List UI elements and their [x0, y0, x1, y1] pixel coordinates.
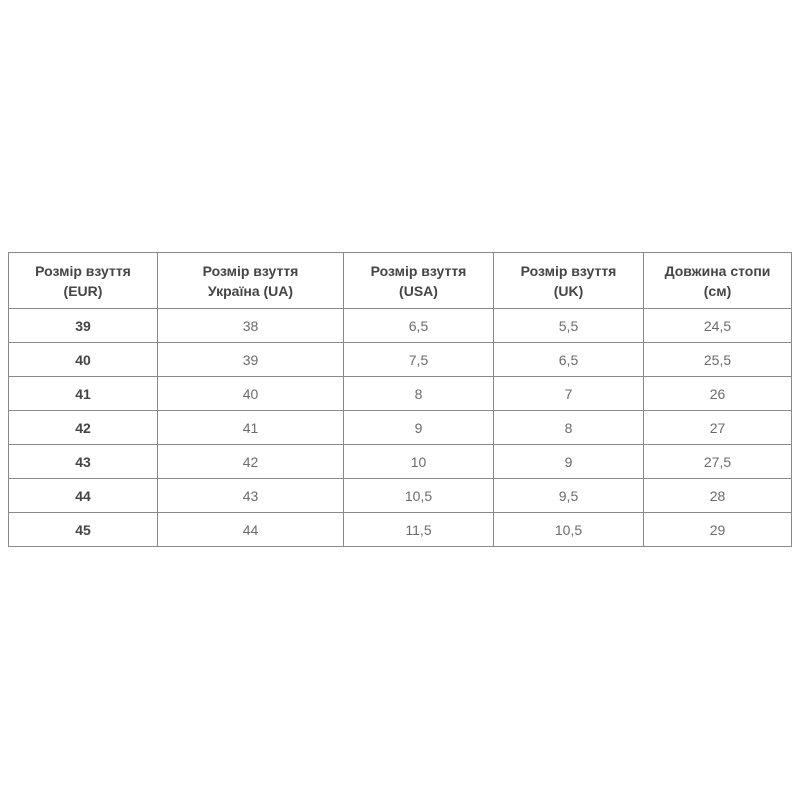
shoe-size-conversion-table: Розмір взуття (EUR) Розмір взуття Україн…	[8, 252, 792, 547]
header-foot-length-line1: Довжина стопи	[664, 262, 771, 279]
cell-foot-length: 27,5	[643, 444, 792, 479]
cell-eur: 39	[8, 308, 158, 343]
cell-usa: 10	[343, 444, 494, 479]
cell-uk: 10,5	[493, 512, 644, 547]
header-uk-line2: (UK)	[553, 282, 584, 299]
header-eur-line1: Розмір взуття	[35, 262, 131, 279]
cell-foot-length: 29	[643, 512, 792, 547]
cell-uk: 9,5	[493, 478, 644, 513]
cell-eur: 40	[8, 342, 158, 377]
cell-ua: 39	[157, 342, 344, 377]
header-usa-line2: (USA)	[399, 282, 438, 299]
cell-foot-length: 24,5	[643, 308, 792, 343]
cell-usa: 9	[343, 410, 494, 445]
header-eur-line2: (EUR)	[63, 282, 103, 299]
cell-eur: 43	[8, 444, 158, 479]
shoe-size-table-container: Розмір взуття (EUR) Розмір взуття Україн…	[8, 252, 792, 547]
header-usa: Розмір взуття (USA)	[343, 252, 494, 309]
header-ua-line2: Україна (UA)	[207, 282, 294, 299]
table-row: 40 39 7,5 6,5 25,5	[8, 342, 792, 377]
cell-ua: 44	[157, 512, 344, 547]
cell-foot-length: 28	[643, 478, 792, 513]
header-row: Розмір взуття (EUR) Розмір взуття Україн…	[8, 252, 792, 309]
cell-uk: 9	[493, 444, 644, 479]
table-row: 44 43 10,5 9,5 28	[8, 478, 792, 513]
cell-uk: 5,5	[493, 308, 644, 343]
header-ua-line1: Розмір взуття	[202, 262, 299, 279]
cell-eur: 41	[8, 376, 158, 411]
header-ua: Розмір взуття Україна (UA)	[157, 252, 344, 309]
cell-usa: 8	[343, 376, 494, 411]
cell-ua: 40	[157, 376, 344, 411]
cell-ua: 42	[157, 444, 344, 479]
cell-eur: 44	[8, 478, 158, 513]
cell-usa: 10,5	[343, 478, 494, 513]
cell-eur: 42	[8, 410, 158, 445]
cell-foot-length: 25,5	[643, 342, 792, 377]
cell-ua: 43	[157, 478, 344, 513]
cell-eur: 45	[8, 512, 158, 547]
cell-usa: 11,5	[343, 512, 494, 547]
cell-uk: 7	[493, 376, 644, 411]
cell-uk: 8	[493, 410, 644, 445]
cell-foot-length: 26	[643, 376, 792, 411]
table-row: 42 41 9 8 27	[8, 410, 792, 445]
header-eur: Розмір взуття (EUR)	[8, 252, 158, 309]
header-usa-line1: Розмір взуття	[370, 262, 467, 279]
table-row: 41 40 8 7 26	[8, 376, 792, 411]
cell-usa: 7,5	[343, 342, 494, 377]
header-uk-line1: Розмір взуття	[520, 262, 617, 279]
header-foot-length: Довжина стопи (см)	[643, 252, 792, 309]
cell-ua: 38	[157, 308, 344, 343]
cell-uk: 6,5	[493, 342, 644, 377]
cell-ua: 41	[157, 410, 344, 445]
cell-usa: 6,5	[343, 308, 494, 343]
table-row: 43 42 10 9 27,5	[8, 444, 792, 479]
table-row: 45 44 11,5 10,5 29	[8, 512, 792, 547]
header-uk: Розмір взуття (UK)	[493, 252, 644, 309]
table-row: 39 38 6,5 5,5 24,5	[8, 308, 792, 343]
header-foot-length-line2: (см)	[703, 282, 732, 299]
cell-foot-length: 27	[643, 410, 792, 445]
